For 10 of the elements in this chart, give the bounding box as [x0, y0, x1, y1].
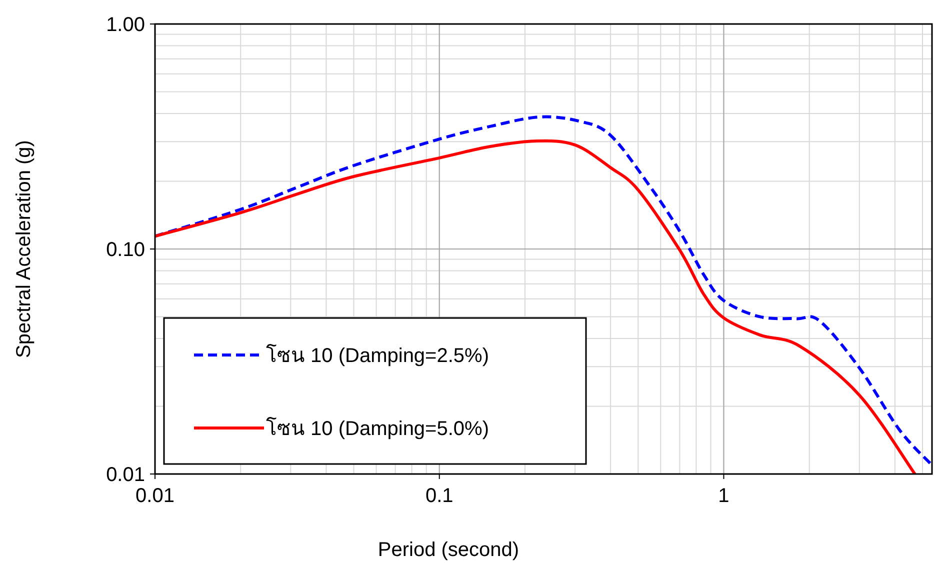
y-axis-title: Spectral Acceleration (g)	[13, 140, 35, 358]
legend-label: โซน 10 (Damping=5.0%)	[266, 417, 489, 440]
y-tick-label: 1.00	[106, 14, 145, 36]
x-axis-title: Period (second)	[378, 539, 520, 561]
x-tick-label: 0.01	[136, 485, 174, 507]
x-tick-label: 1	[718, 485, 730, 507]
x-tick-label: 0.1	[425, 485, 454, 507]
y-tick-label: 0.01	[106, 464, 145, 486]
legend-label: โซน 10 (Damping=2.5%)	[266, 344, 489, 367]
y-tick-label: 0.10	[106, 239, 145, 261]
